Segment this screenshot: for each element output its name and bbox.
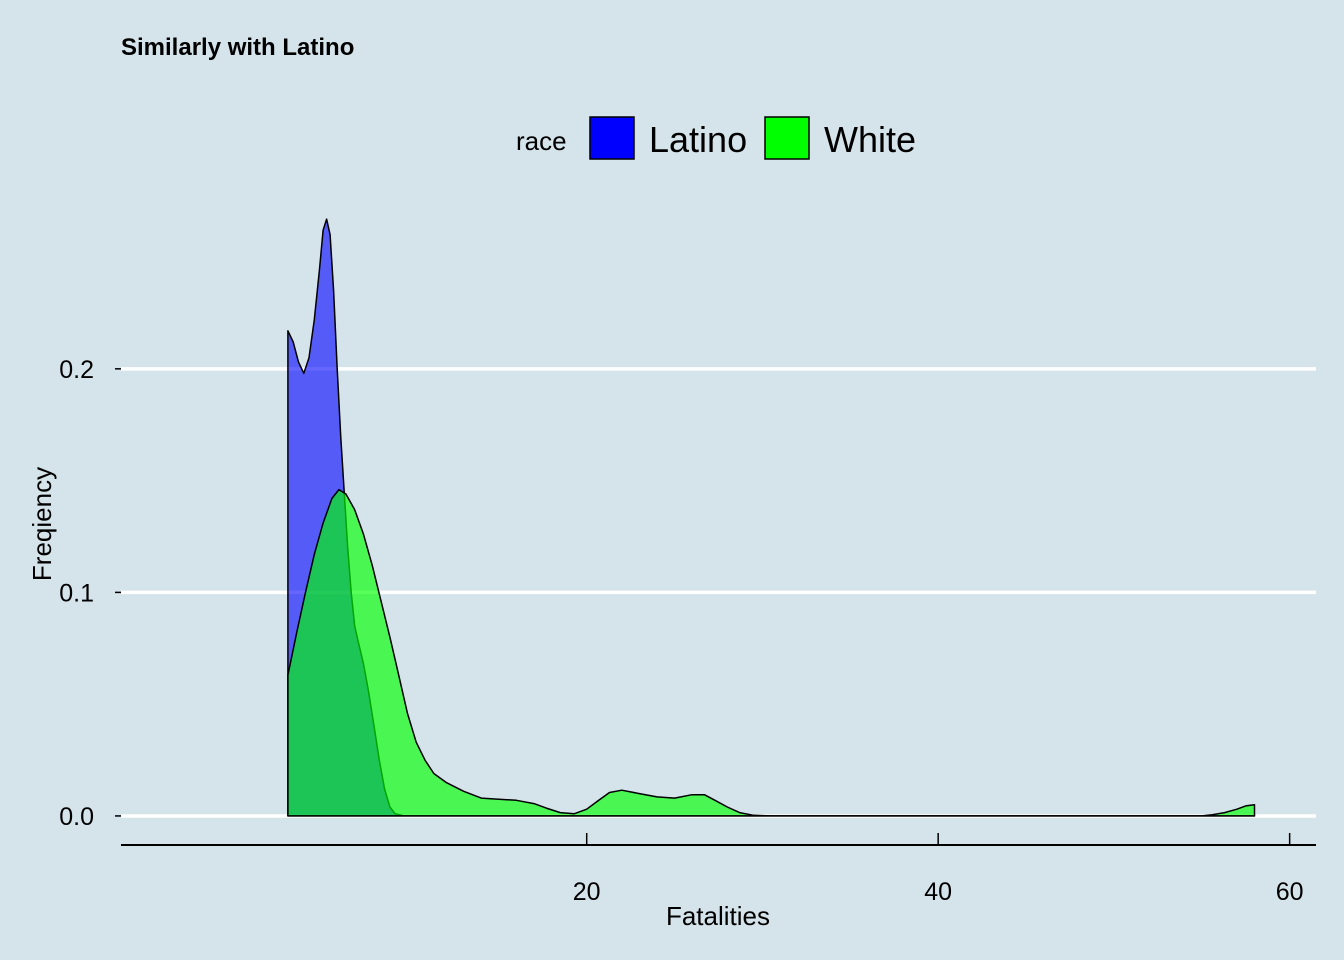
x-tick-label-0: 20 [573, 878, 601, 906]
x-tick-label-2: 60 [1276, 878, 1304, 906]
legend-label-white: White [824, 119, 916, 160]
legend-swatch-white [764, 116, 810, 160]
y-axis-label: Freqiency [27, 467, 57, 581]
y-tick-label-0: 0.0 [59, 803, 94, 831]
legend-swatch-latino [589, 116, 635, 160]
y-axis: 0.0 0.1 0.2 [59, 356, 121, 831]
x-axis: 20 40 60 [121, 833, 1316, 906]
density-area-white [287, 488, 1256, 817]
legend-label-latino: Latino [649, 119, 747, 160]
x-tick-label-1: 40 [924, 878, 952, 906]
y-tick-label-1: 0.1 [59, 579, 94, 607]
y-tick-label-2: 0.2 [59, 356, 94, 384]
legend-title: race [516, 126, 567, 156]
legend: race Latino White [516, 116, 916, 160]
x-axis-label: Fatalities [666, 901, 770, 931]
chart-title: Similarly with Latino [121, 34, 354, 61]
density-areas [287, 218, 1256, 817]
